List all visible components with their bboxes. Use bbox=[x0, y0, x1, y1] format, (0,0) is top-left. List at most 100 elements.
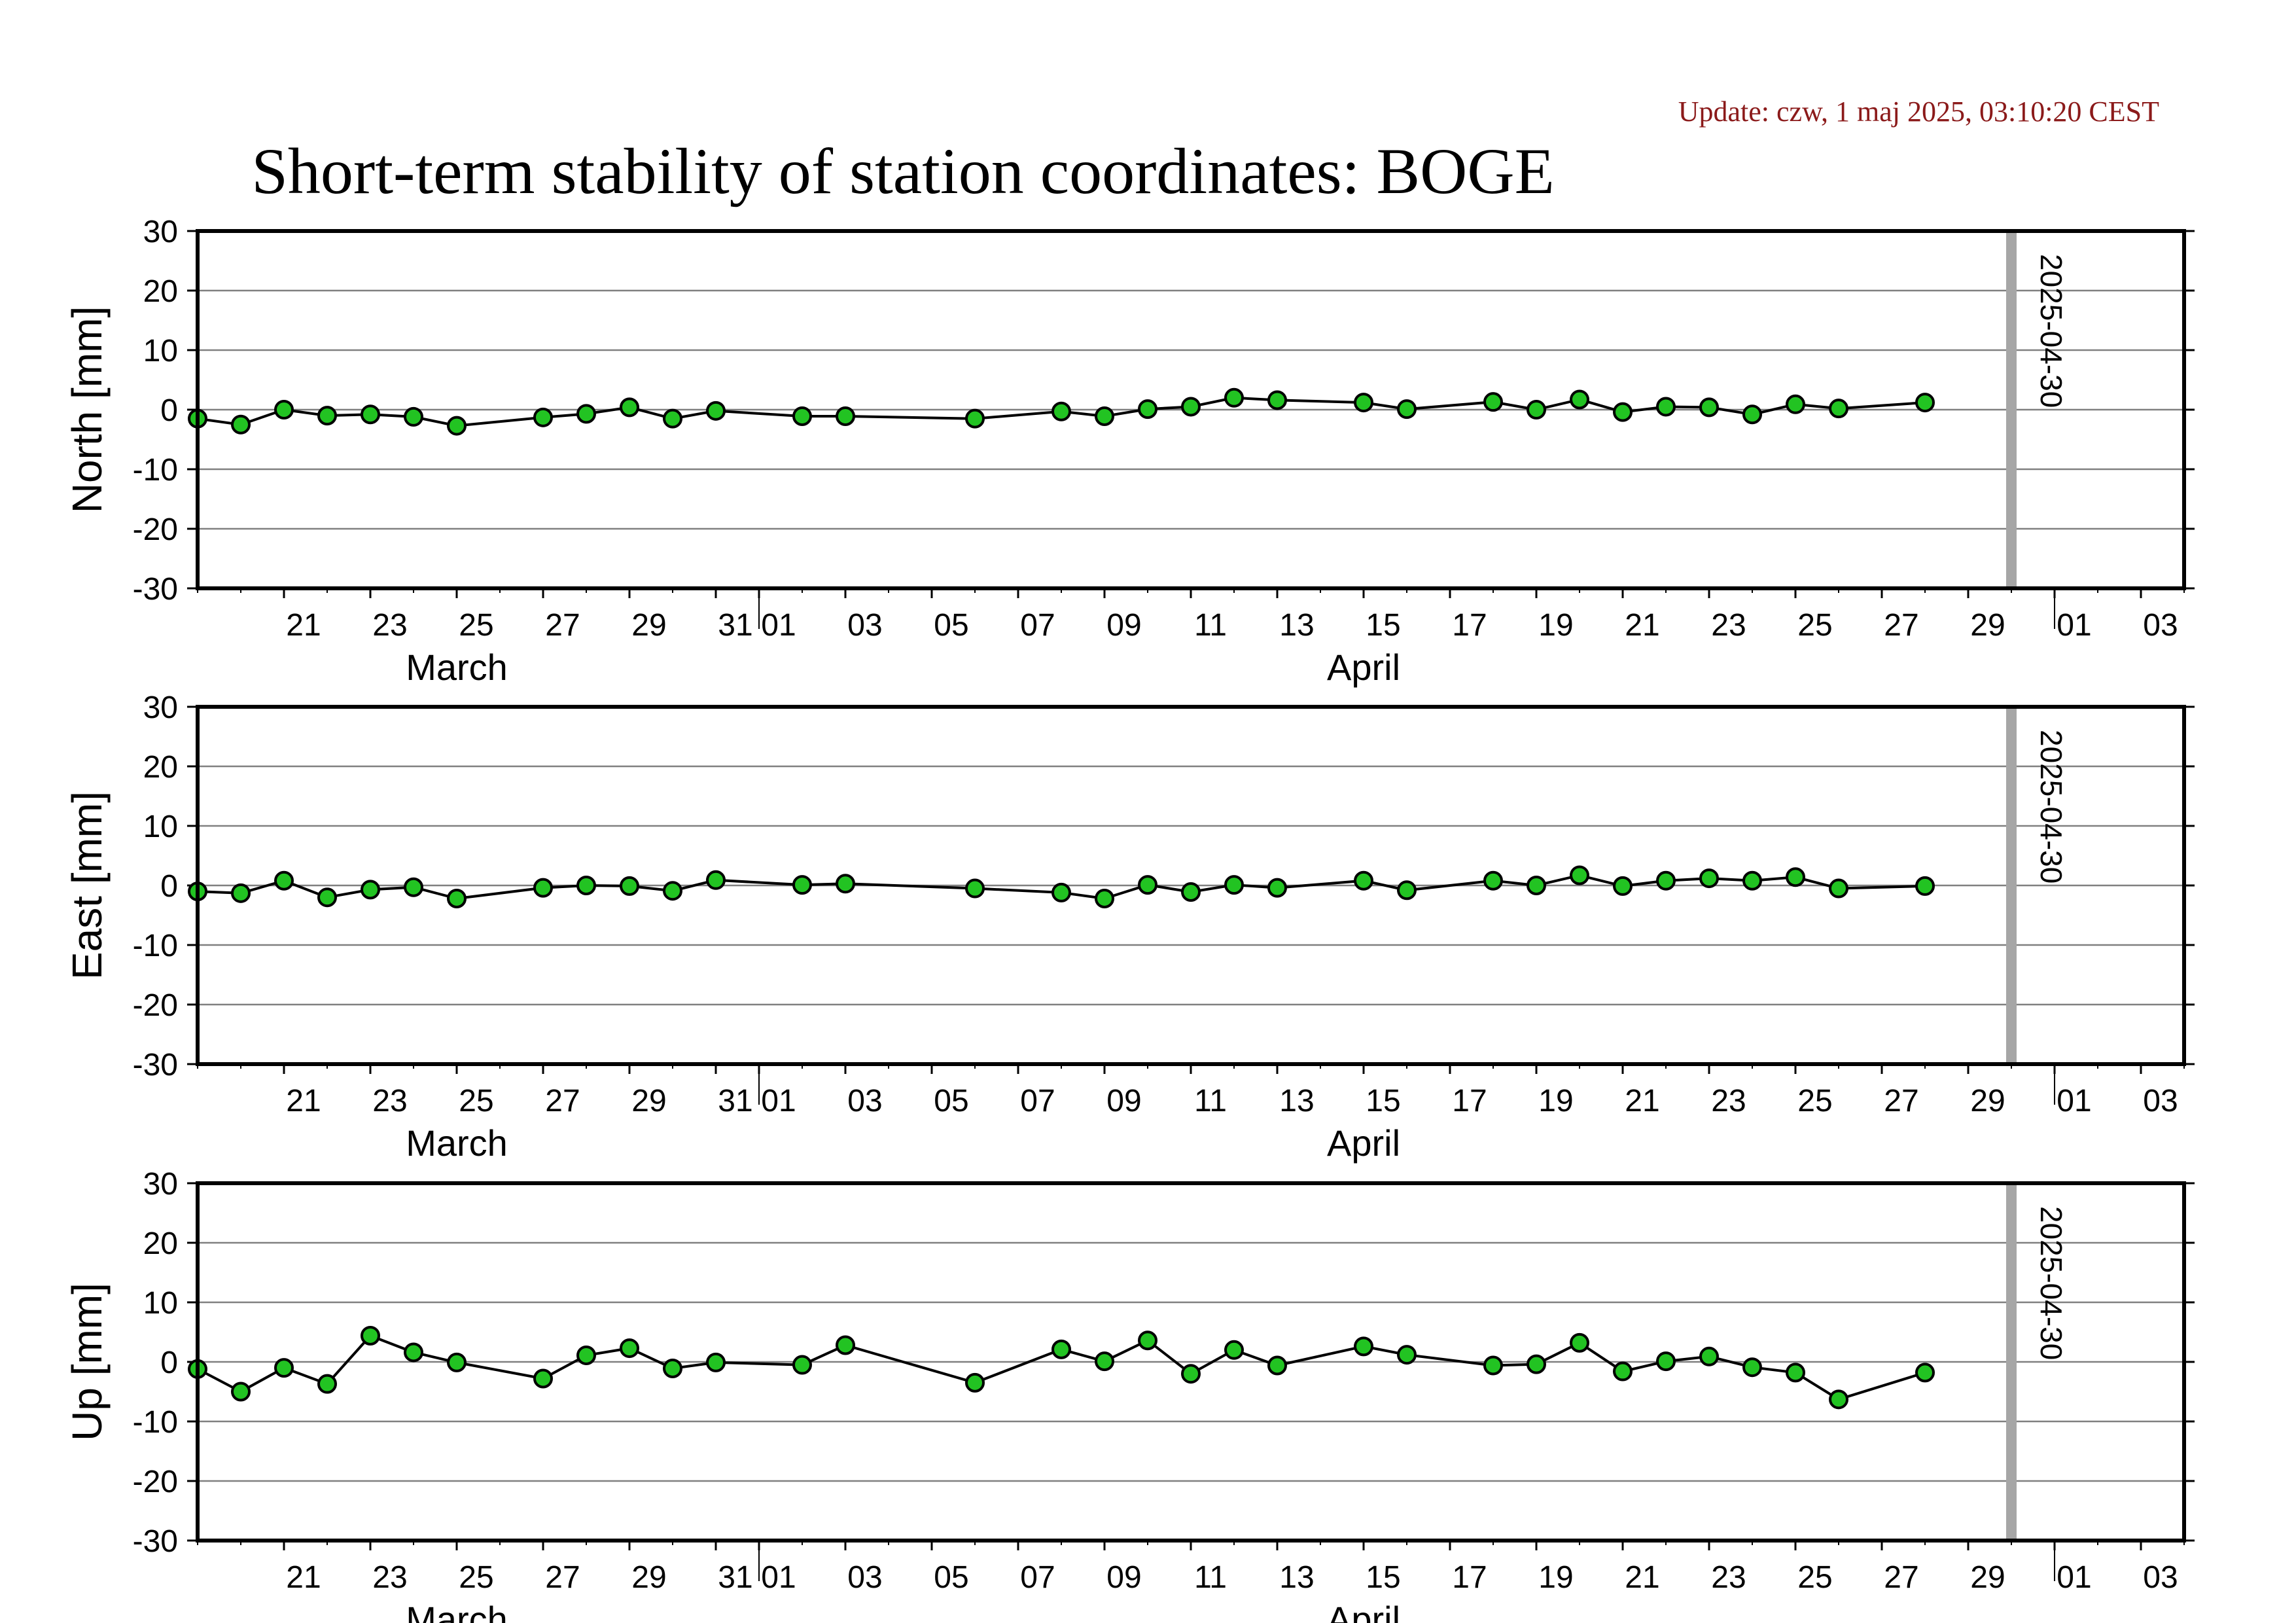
x-tick-label: 31 bbox=[718, 1084, 752, 1118]
data-point bbox=[447, 416, 467, 436]
data-point bbox=[1224, 387, 1244, 408]
data-point bbox=[1829, 878, 1848, 899]
y-tick-label: -20 bbox=[133, 1465, 178, 1499]
data-point bbox=[1181, 1364, 1201, 1384]
data-point bbox=[663, 408, 682, 429]
x-tick-label: 01 bbox=[2057, 608, 2091, 643]
y-tick-label: 0 bbox=[160, 869, 178, 904]
y-tick-label: 10 bbox=[143, 1286, 178, 1321]
data-point bbox=[1656, 1351, 1676, 1372]
x-tick-label: 27 bbox=[545, 608, 580, 643]
y-tick-label: 20 bbox=[143, 750, 178, 785]
data-point bbox=[1397, 399, 1417, 419]
x-tick-label: 27 bbox=[1884, 608, 1918, 643]
data-point bbox=[274, 400, 294, 419]
data-point bbox=[706, 1352, 726, 1372]
current-date-label: 2025-04-30 bbox=[2034, 1206, 2068, 1360]
data-point bbox=[1742, 870, 1762, 891]
data-point bbox=[1613, 876, 1633, 896]
x-tick-label: 23 bbox=[1711, 608, 1746, 643]
data-point bbox=[1095, 889, 1114, 909]
data-point bbox=[533, 407, 553, 427]
data-point bbox=[404, 406, 423, 427]
y-tick-label: -30 bbox=[133, 1048, 178, 1082]
x-tick-label: 01 bbox=[761, 1560, 796, 1595]
data-point bbox=[1181, 882, 1201, 902]
y-tick-label: 30 bbox=[143, 690, 178, 725]
data-point bbox=[1397, 880, 1417, 901]
x-tick-label: 07 bbox=[1020, 1084, 1055, 1118]
data-point bbox=[1224, 1340, 1244, 1360]
x-tick-label: 05 bbox=[934, 608, 968, 643]
data-point bbox=[361, 404, 380, 425]
data-point bbox=[1786, 867, 1805, 887]
x-tick-label: 25 bbox=[1797, 608, 1832, 643]
data-point bbox=[663, 881, 682, 901]
data-point bbox=[706, 870, 726, 890]
y-tick-label: 10 bbox=[143, 810, 178, 844]
data-point bbox=[1742, 404, 1762, 425]
data-point bbox=[1527, 1354, 1546, 1374]
data-point bbox=[1915, 393, 1935, 413]
panel-up: 30 20 10 0 -10 -20 -30 Up [mm] 21 23 25 27 29 31 01 03 0… bbox=[63, 1167, 2195, 1623]
plot-frame bbox=[196, 705, 2186, 1066]
data-point bbox=[231, 414, 251, 435]
x-tick-label: 07 bbox=[1020, 608, 1055, 643]
x-tick-label: 19 bbox=[1538, 1084, 1573, 1118]
x-tick-label: 21 bbox=[1625, 1084, 1659, 1118]
x-tick-label: 27 bbox=[545, 1084, 580, 1118]
data-point bbox=[1267, 390, 1287, 410]
data-point bbox=[1699, 1346, 1719, 1366]
x-tick-label: 03 bbox=[847, 1560, 882, 1595]
x-tick-label: 15 bbox=[1366, 608, 1400, 643]
y-tick-label: -30 bbox=[133, 572, 178, 607]
update-timestamp: Update: czw, 1 maj 2025, 03:10:20 CEST bbox=[1678, 96, 2159, 128]
x-tick-label: 01 bbox=[761, 608, 796, 643]
y-tick-label: 0 bbox=[160, 393, 178, 428]
data-point bbox=[1570, 1332, 1589, 1353]
data-point bbox=[1829, 1389, 1848, 1410]
chart-title: Short-term stability of station coordina… bbox=[251, 135, 1554, 207]
x-tick-label: 25 bbox=[459, 1084, 493, 1118]
x-tick-label: 05 bbox=[934, 1084, 968, 1118]
x-tick-label: 21 bbox=[286, 608, 321, 643]
y-axis-title: East [mm] bbox=[63, 791, 111, 980]
x-tick-label: 27 bbox=[545, 1560, 580, 1595]
data-point bbox=[792, 875, 812, 895]
data-point bbox=[965, 408, 985, 429]
data-point bbox=[1527, 876, 1546, 895]
data-point bbox=[836, 406, 855, 427]
y-tick-label: -10 bbox=[133, 453, 178, 488]
current-date-label: 2025-04-30 bbox=[2034, 730, 2068, 883]
data-point bbox=[1095, 1351, 1114, 1372]
y-tick-label: 30 bbox=[143, 1167, 178, 1202]
x-tick-label: 11 bbox=[1194, 608, 1227, 643]
data-point bbox=[1354, 1336, 1373, 1357]
month-label: April bbox=[1327, 647, 1400, 688]
x-tick-label: 13 bbox=[1279, 1084, 1314, 1118]
data-point bbox=[1915, 876, 1935, 896]
x-tick-label: 29 bbox=[1970, 608, 2005, 643]
data-point bbox=[1051, 882, 1071, 902]
data-point bbox=[533, 1368, 553, 1389]
x-tick-label: 11 bbox=[1194, 1084, 1227, 1118]
x-tick-label: 17 bbox=[1452, 1560, 1487, 1595]
y-tick-label: 20 bbox=[143, 274, 178, 309]
month-label: April bbox=[1327, 1122, 1400, 1164]
plot-frame bbox=[196, 1181, 2186, 1543]
y-tick-label: 30 bbox=[143, 215, 178, 249]
y-tick-label: -30 bbox=[133, 1524, 178, 1559]
data-point bbox=[274, 870, 294, 891]
data-point bbox=[1267, 878, 1287, 898]
data-point bbox=[317, 887, 337, 908]
data-point bbox=[836, 1335, 855, 1355]
data-point bbox=[965, 1372, 985, 1393]
data-point bbox=[1527, 400, 1546, 419]
data-point bbox=[576, 404, 596, 424]
data-point bbox=[576, 1345, 596, 1365]
x-tick-label: 11 bbox=[1194, 1560, 1227, 1595]
data-point bbox=[1742, 1357, 1762, 1378]
x-tick-label: 05 bbox=[934, 1560, 968, 1595]
x-tick-label: 03 bbox=[2143, 1560, 2178, 1595]
x-tick-label: 19 bbox=[1538, 1560, 1573, 1595]
